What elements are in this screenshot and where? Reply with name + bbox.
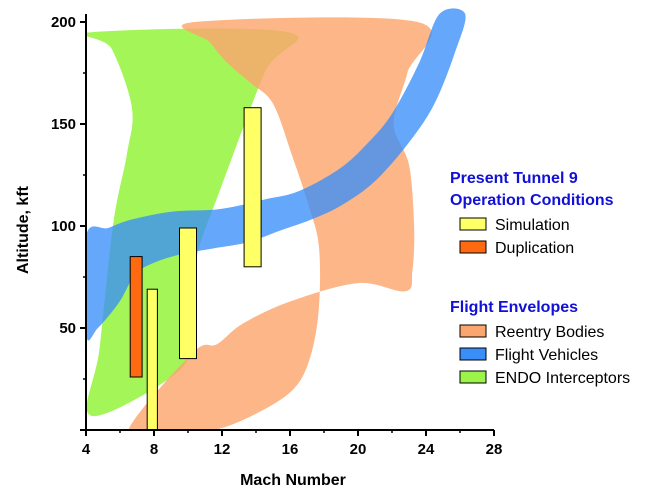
simulation-bar-4: [243, 107, 262, 268]
conditions-layer: [129, 107, 262, 431]
legend-heading: Present Tunnel 9: [450, 170, 578, 187]
duplication-bar-1: [129, 256, 143, 378]
simulation-bar-2: [146, 288, 158, 431]
legend-group-present-tunnel-9: Present Tunnel 9 Operation Conditions Simu…: [450, 170, 614, 257]
legend-label: Simulation: [495, 217, 570, 234]
x-tick-label: 24: [418, 441, 435, 458]
legend-item-reentry-bodies: Reentry Bodies: [459, 324, 604, 341]
legend-swatch: [459, 240, 487, 254]
envelope-reentry-bodies: [128, 17, 432, 430]
x-tick-label: 16: [282, 441, 299, 458]
x-tick-label: 28: [486, 441, 503, 458]
legend-heading: Operation Conditions: [450, 192, 614, 209]
legend-label: Flight Vehicles: [495, 347, 598, 364]
ticks-layer: 4 8 12 16 20 24 28 50 100 150 200: [51, 14, 502, 458]
simulation-bar-3: [179, 227, 197, 360]
legend-swatch: [459, 370, 487, 384]
y-tick-label: 200: [51, 14, 76, 31]
envelope-flight-vehicles: [86, 8, 466, 341]
y-tick-label: 150: [51, 116, 76, 133]
legend-label: Reentry Bodies: [495, 324, 604, 341]
y-tick-label: 50: [59, 320, 76, 337]
legend-label: Duplication: [495, 240, 574, 257]
y-tick-label: 100: [51, 218, 76, 235]
x-tick-label: 8: [150, 441, 158, 458]
legend-item-flight-vehicles: Flight Vehicles: [459, 347, 598, 364]
x-tick-label: 20: [350, 441, 367, 458]
legend-item-simulation: Simulation: [459, 217, 570, 234]
legend: Present Tunnel 9 Operation Conditions Simu…: [450, 170, 630, 387]
x-tick-label: 12: [214, 441, 231, 458]
legend-swatch: [459, 324, 487, 338]
legend-heading: Flight Envelopes: [450, 299, 578, 316]
legend-swatch: [459, 347, 487, 361]
legend-item-duplication: Duplication: [459, 240, 574, 257]
x-tick-label: 4: [82, 441, 91, 458]
legend-item-endo-interceptors: ENDO Interceptors: [459, 370, 630, 387]
y-axis-title: Altitude, kft: [15, 185, 32, 274]
x-axis-title: Mach Number: [240, 472, 346, 489]
legend-group-flight-envelopes: Flight Envelopes Reentry Bodies Flight Veh…: [450, 299, 630, 387]
legend-swatch: [459, 217, 487, 231]
legend-label: ENDO Interceptors: [495, 370, 630, 387]
